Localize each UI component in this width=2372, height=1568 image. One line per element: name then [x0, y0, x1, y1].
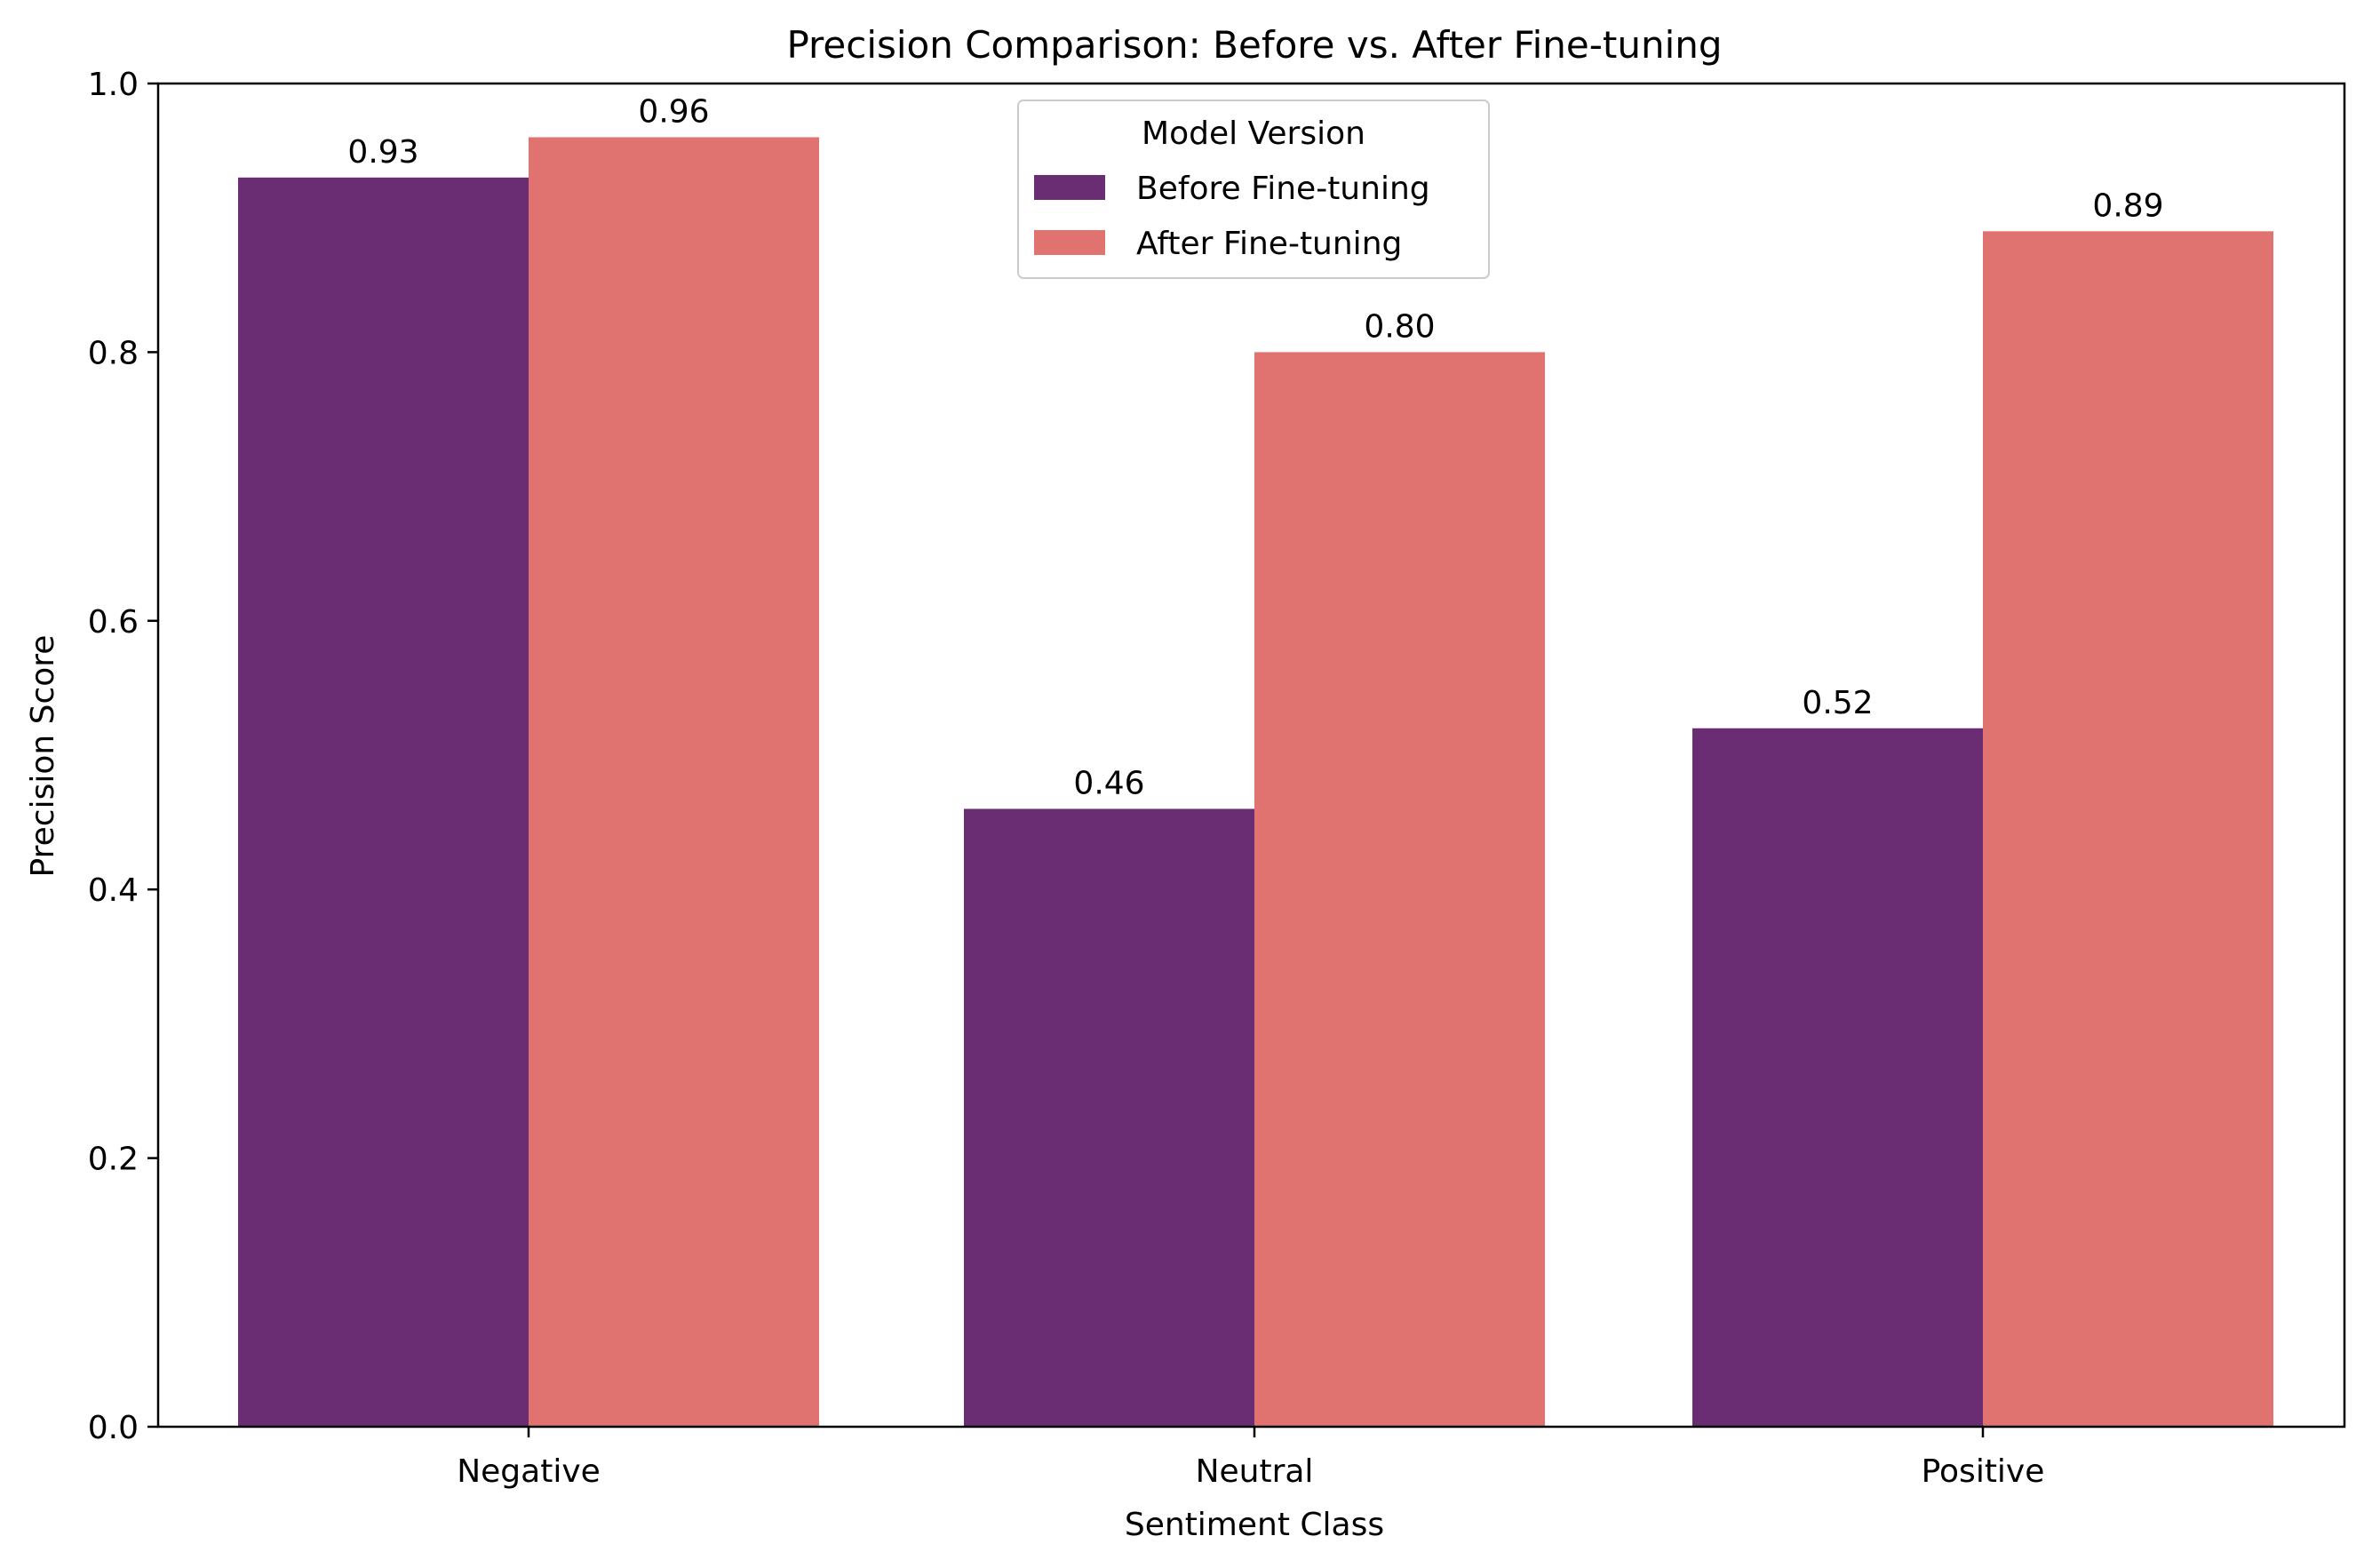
legend-title: Model Version: [1142, 115, 1365, 152]
bar-neutral-after[interactable]: [1254, 352, 1545, 1427]
y-tick-label: 0.0: [88, 1410, 139, 1446]
legend-label-after: After Fine-tuning: [1136, 226, 1402, 262]
bar-neutral-before[interactable]: [964, 808, 1254, 1427]
chart-title: Precision Comparison: Before vs. After F…: [786, 23, 1722, 67]
x-tick-label-neutral: Neutral: [1196, 1453, 1314, 1490]
bar-negative-before[interactable]: [238, 178, 529, 1427]
y-axis-label: Precision Score: [25, 635, 61, 878]
legend-swatch-before: [1034, 175, 1105, 200]
bar-label-neutral-after: 0.80: [1364, 308, 1435, 345]
y-tick-label: 0.8: [88, 335, 139, 371]
y-tick-label: 0.6: [88, 604, 139, 641]
bar-label-neutral-before: 0.46: [1073, 765, 1144, 801]
x-axis-label: Sentiment Class: [1125, 1507, 1384, 1543]
x-tick-label-positive: Positive: [1922, 1453, 2045, 1490]
legend[interactable]: Model Version Before Fine-tuning After F…: [1018, 100, 1489, 278]
y-tick-label: 0.2: [88, 1142, 139, 1178]
x-tick-label-negative: Negative: [457, 1453, 601, 1490]
bar-label-positive-after: 0.89: [2092, 187, 2163, 224]
bar-positive-after[interactable]: [1983, 231, 2273, 1427]
bar-label-negative-after: 0.96: [638, 93, 709, 130]
bar-negative-after[interactable]: [529, 137, 819, 1427]
bar-label-positive-before: 0.52: [1802, 685, 1873, 721]
legend-label-before: Before Fine-tuning: [1136, 171, 1430, 207]
bar-positive-before[interactable]: [1692, 728, 1983, 1427]
y-tick-label: 0.4: [88, 872, 139, 909]
y-tick-label: 1.0: [88, 67, 139, 103]
legend-swatch-after: [1034, 230, 1105, 255]
bars-group: [238, 137, 2273, 1427]
bar-label-negative-before: 0.93: [347, 134, 418, 171]
